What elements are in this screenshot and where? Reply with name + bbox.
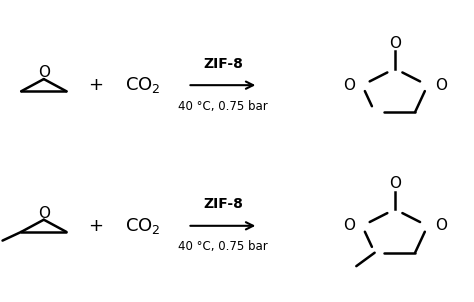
Text: O: O bbox=[389, 36, 401, 50]
Text: O: O bbox=[435, 218, 447, 233]
Text: O: O bbox=[343, 218, 355, 233]
Text: +: + bbox=[88, 217, 103, 235]
Text: ZIF-8: ZIF-8 bbox=[203, 57, 243, 71]
Text: CO$_2$: CO$_2$ bbox=[125, 75, 161, 95]
Text: CO$_2$: CO$_2$ bbox=[125, 216, 161, 236]
Text: 40 °C, 0.75 bar: 40 °C, 0.75 bar bbox=[178, 100, 268, 113]
Text: O: O bbox=[38, 65, 50, 80]
Text: O: O bbox=[38, 206, 50, 221]
Text: ZIF-8: ZIF-8 bbox=[203, 198, 243, 211]
Text: 40 °C, 0.75 bar: 40 °C, 0.75 bar bbox=[178, 240, 268, 253]
Text: +: + bbox=[88, 76, 103, 94]
Text: O: O bbox=[343, 78, 355, 93]
Text: O: O bbox=[389, 176, 401, 191]
Text: O: O bbox=[435, 78, 447, 93]
